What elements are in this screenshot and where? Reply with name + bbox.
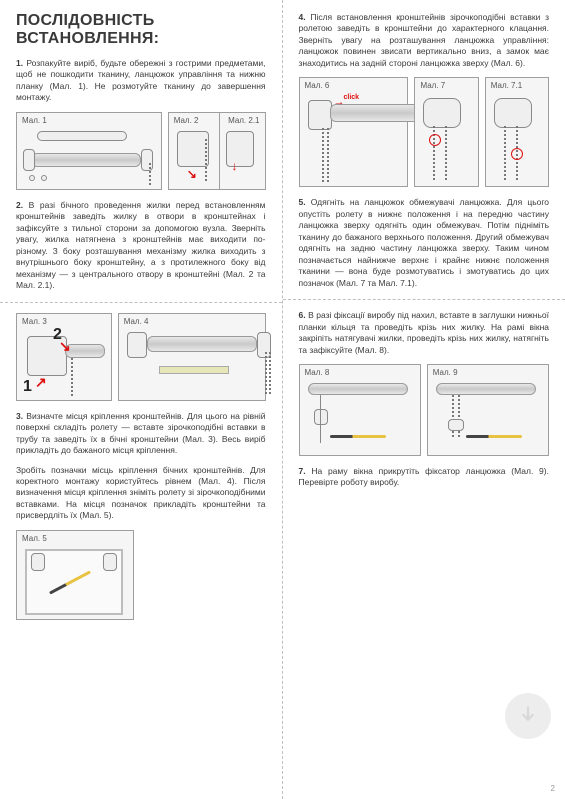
step-3b-text: Зробіть позначки місць кріплення бічних … [16,465,266,521]
right-column: 4. Після встановлення кронштейнів зірочк… [283,0,565,799]
step-2: 2. В разі бічного проведення жилки перед… [16,200,266,292]
download-arrow-icon [517,705,539,727]
figure-5: Мал. 5 [16,530,134,620]
page: ПОСЛІДОВНІСТЬ ВСТАНОВЛЕННЯ: 1. Розпакуйт… [0,0,565,799]
figure-2-1-label: Мал. 2.1 [228,116,259,125]
page-number: 2 [551,784,555,793]
figure-2-label: Мал. 2 [174,116,199,125]
step-5-text: Одягніть на ланцюжок обмежувачі ланцюжка… [299,197,550,287]
step-7-num: 7. [299,466,306,476]
figure-7: Мал. 7 [414,77,478,187]
step-5: 5. Одягніть на ланцюжок обмежувачі ланцю… [299,197,550,289]
figure-4-label: Мал. 4 [124,317,149,326]
figure-2: Мал. 2 ↘ Мал. 2.1 ↓ [168,112,266,190]
figure-7-label: Мал. 7 [420,81,445,90]
step-4-num: 4. [299,12,306,22]
divider-1 [0,302,282,303]
fig-row-2: Мал. 3 1 2 ↗ ↘ Мал. 4 [16,313,266,401]
figure-4: Мал. 4 [118,313,266,401]
step-6-num: 6. [299,310,306,320]
figure-7-1-label: Мал. 7.1 [491,81,522,90]
click-label: click [344,94,360,101]
step-4-text: Після встановлення кронштейнів зірочкопо… [299,12,550,68]
fig-row-1: Мал. 1 Мал. 2 ↘ Мал. 2.1 ↓ [16,112,266,190]
figure-3-label: Мал. 3 [22,317,47,326]
fig-row-5: Мал. 8 Мал. 9 [299,364,550,456]
step-6: 6. В разі фіксації виробу під нахил, вст… [299,310,550,356]
figure-6-label: Мал. 6 [305,81,330,90]
step-3-num: 3. [16,411,23,421]
step-3a: 3. Визначте місця кріплення кронштейнів.… [16,411,266,457]
figure-8: Мал. 8 [299,364,421,456]
step-1-text: Розпакуйте виріб, будьте обережні з гост… [16,58,266,102]
step-1-num: 1. [16,58,23,68]
watermark-icon [505,693,551,739]
arrow-num-1: 1 [23,378,32,396]
step-3b: Зробіть позначки місць кріплення бічних … [16,465,266,522]
figure-1: Мал. 1 [16,112,162,190]
step-5-num: 5. [299,197,306,207]
step-3a-text: Визначте місця кріплення кронштейнів. Дл… [16,411,266,455]
step-2-text: В разі бічного проведення жилки перед вс… [16,200,266,290]
step-6-text: В разі фіксації виробу під нахил, вставт… [299,310,550,354]
figure-3: Мал. 3 1 2 ↗ ↘ [16,313,112,401]
step-1: 1. Розпакуйте виріб, будьте обережні з г… [16,58,266,104]
figure-5-label: Мал. 5 [22,534,47,543]
step-7-text: На раму вікна прикрутіть фіксатор ланцюж… [299,466,549,487]
figure-9-label: Мал. 9 [433,368,458,377]
title: ПОСЛІДОВНІСТЬ ВСТАНОВЛЕННЯ: [16,12,266,48]
fig-row-3: Мал. 5 [16,530,266,620]
step-2-num: 2. [16,200,23,210]
left-column: ПОСЛІДОВНІСТЬ ВСТАНОВЛЕННЯ: 1. Розпакуйт… [0,0,283,799]
figure-1-label: Мал. 1 [22,116,47,125]
step-7: 7. На раму вікна прикрутіть фіксатор лан… [299,466,550,489]
divider-2 [283,299,565,300]
figure-7-1: Мал. 7.1 [485,77,549,187]
step-4: 4. Після встановлення кронштейнів зірочк… [299,12,550,69]
figure-9: Мал. 9 [427,364,549,456]
figure-8-label: Мал. 8 [305,368,330,377]
figure-6: Мал. 6 → click [299,77,409,187]
fig-row-4: Мал. 6 → click Мал. 7 Мал. 7.1 [299,77,550,187]
